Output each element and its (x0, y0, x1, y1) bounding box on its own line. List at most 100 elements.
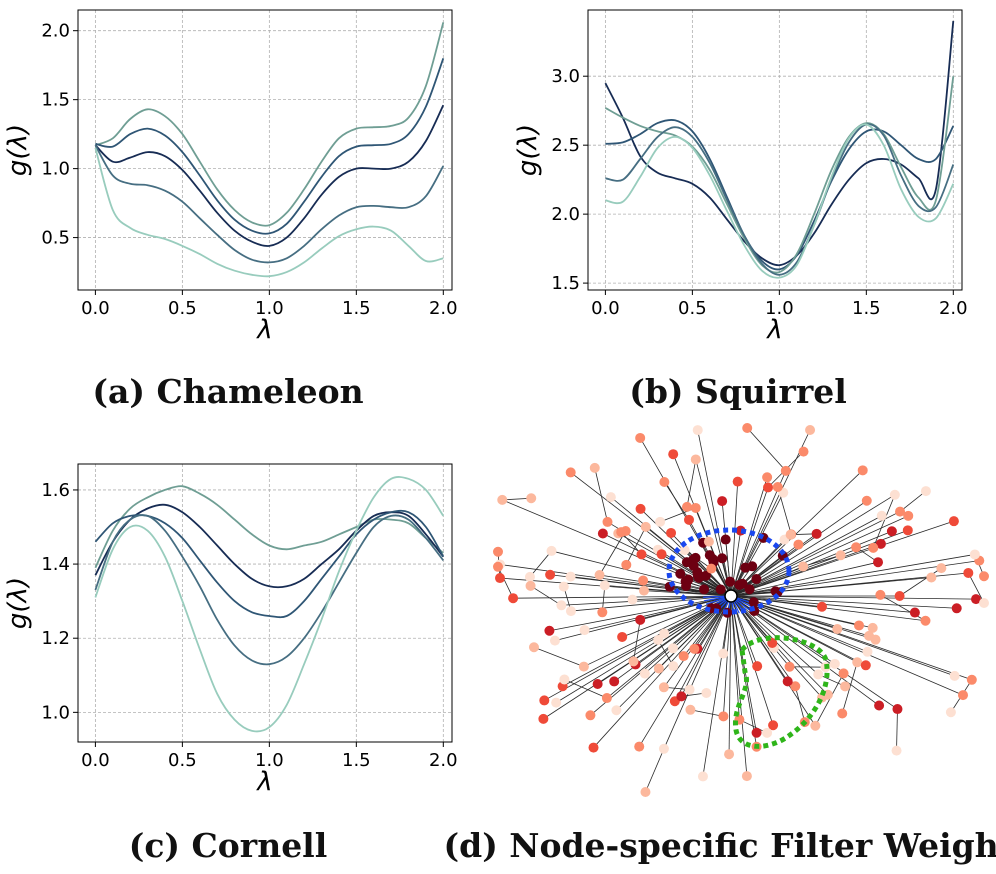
graph-node (678, 651, 689, 662)
graph-node (790, 681, 801, 692)
graph-node (876, 510, 887, 521)
graph-node (683, 574, 694, 585)
graph-node (639, 668, 650, 679)
x-axis-label: λ (255, 315, 272, 345)
graph-node (617, 631, 628, 642)
graph-node (715, 584, 726, 595)
graph-node (703, 536, 714, 547)
y-tick-label: 1.4 (41, 554, 70, 575)
x-tick-label: 1.5 (852, 298, 881, 319)
center-node (724, 589, 738, 603)
graph-node (628, 656, 639, 667)
graph-node (640, 787, 651, 797)
graph-node (751, 727, 762, 738)
graph-node (697, 771, 708, 782)
edge (899, 567, 942, 597)
edge (570, 595, 732, 612)
graph-node (969, 549, 980, 560)
graph-node (945, 707, 956, 718)
graph-node (903, 510, 914, 521)
graph-node (549, 635, 560, 646)
edge (499, 564, 732, 597)
graph-node (668, 449, 679, 460)
graph-node (895, 506, 906, 517)
graph-node (597, 528, 608, 539)
graph-node (857, 465, 868, 476)
graph-node (979, 571, 989, 582)
graph-node (734, 579, 745, 590)
graph-node (805, 425, 816, 435)
series-line (95, 22, 445, 227)
graph-node (840, 681, 851, 692)
graph-node (684, 514, 695, 525)
graph-node (717, 553, 728, 564)
graph-node (655, 516, 666, 527)
graph-node (810, 720, 821, 731)
graph-node (920, 486, 931, 497)
plot-frame (77, 463, 453, 743)
series-line (94, 147, 444, 278)
graph-node (852, 657, 863, 668)
y-tick-label: 2.5 (551, 135, 580, 156)
graph-node (936, 563, 947, 574)
x-tick-label: 0.0 (591, 298, 620, 319)
edge (746, 427, 787, 472)
edge (730, 595, 964, 696)
graph-node (851, 542, 862, 553)
x-tick-label: 1.0 (765, 298, 794, 319)
graph-node (692, 425, 703, 436)
graph-node (752, 661, 763, 672)
graph-node (589, 462, 600, 473)
y-axis-label: g(λ) (3, 124, 33, 176)
edge (899, 490, 927, 512)
edge (638, 595, 732, 747)
graph-node (785, 529, 796, 540)
graph-node (798, 561, 809, 572)
graph-node (926, 572, 937, 583)
graph-node (493, 561, 503, 572)
graph-node (493, 546, 503, 557)
y-tick-label: 1.5 (551, 273, 580, 294)
edge (730, 515, 909, 597)
graph-node (784, 661, 795, 672)
y-tick-label: 2.0 (551, 204, 580, 225)
graph-node (704, 550, 715, 561)
series-line (94, 503, 445, 589)
graph-node (718, 711, 729, 722)
edge (872, 494, 896, 548)
graph-node (979, 597, 989, 608)
green-highlight-region (732, 635, 830, 749)
graph-node (951, 603, 962, 614)
graph-node (699, 584, 710, 595)
graph-node (949, 670, 960, 681)
edge (794, 686, 806, 723)
edge (803, 554, 841, 567)
graph-node (676, 691, 687, 702)
edge (664, 481, 690, 521)
graph-node (668, 661, 679, 672)
graph-node (853, 620, 864, 631)
graph-node (958, 690, 969, 701)
graph-node (635, 432, 646, 443)
graph-node (689, 643, 700, 654)
graph-node (497, 494, 508, 505)
series-line (94, 509, 445, 619)
graph-node (873, 557, 884, 568)
series-line (604, 76, 955, 274)
graph-node (690, 454, 701, 465)
x-tick-label: 1.5 (342, 750, 371, 771)
graph-node (634, 741, 645, 752)
graph-node (588, 742, 599, 753)
edge (555, 595, 732, 703)
caption-chameleon: (a) Chameleon (92, 372, 364, 411)
graph-node (748, 597, 759, 608)
edge (730, 595, 819, 675)
edge (564, 679, 608, 699)
edge (730, 470, 863, 597)
graph-node (889, 489, 900, 500)
graph-node (558, 581, 569, 592)
graph-node (966, 674, 977, 685)
graph-node (656, 549, 667, 560)
edge (730, 477, 768, 597)
edge (645, 748, 665, 793)
